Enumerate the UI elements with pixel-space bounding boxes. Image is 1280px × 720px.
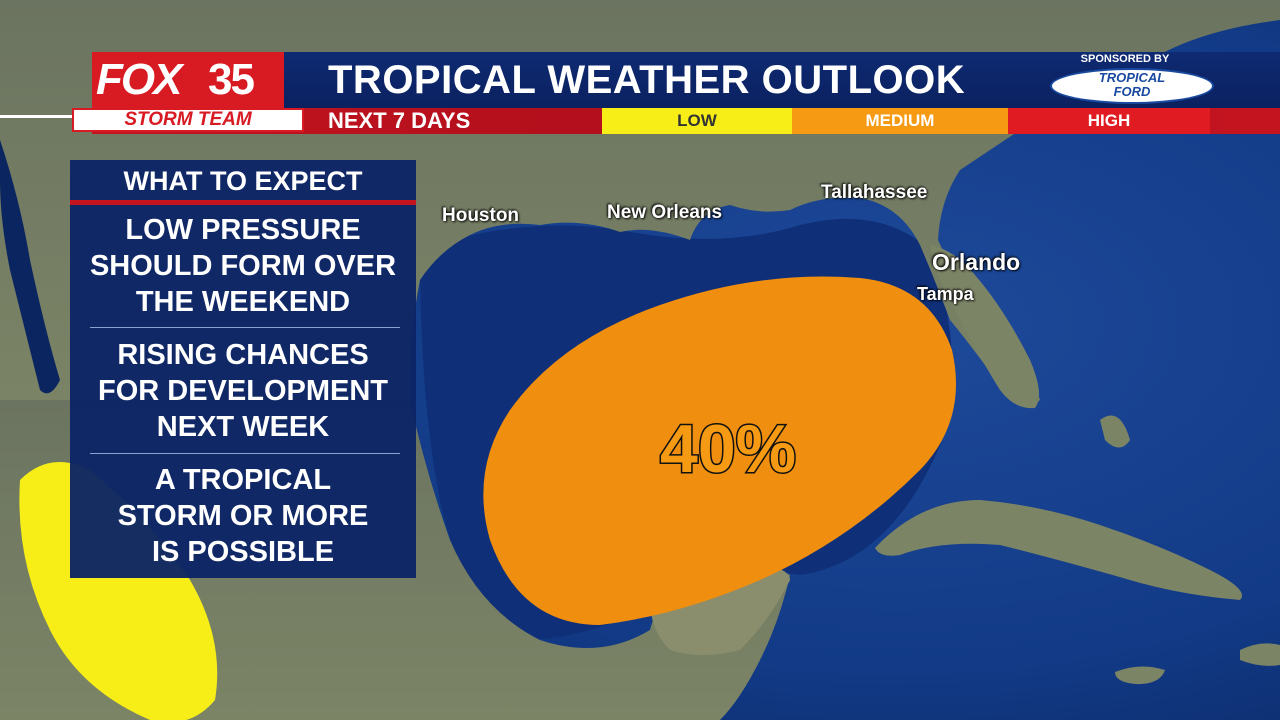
bahamas-land [1100, 415, 1130, 448]
expectations-panel [70, 160, 416, 578]
expectation-item: LOW PRESSURE SHOULD FORM OVER THE WEEKEN… [70, 212, 416, 320]
sponsor-name: TROPICAL FORD [1050, 71, 1214, 99]
development-probability: 40% [658, 410, 797, 489]
risk-legend-low: LOW [602, 108, 792, 134]
jamaica-land [1115, 666, 1165, 685]
expectation-item: RISING CHANCES FOR DEVELOPMENT NEXT WEEK [70, 337, 416, 445]
expectation-line: FOR DEVELOPMENT [97, 375, 388, 407]
city-label-new-orleans: New Orleans [607, 202, 723, 223]
page-title: TROPICAL WEATHER OUTLOOK [328, 58, 966, 102]
expectation-item: A TROPICAL STORM OR MORE IS POSSIBLE [70, 462, 416, 570]
expectation-line: SHOULD FORM OVER [89, 250, 397, 282]
expectation-line: A TROPICAL [154, 464, 332, 496]
panel-divider [90, 327, 400, 328]
sponsor-logo [1050, 68, 1214, 104]
station-logo [92, 52, 284, 108]
sponsor-name-line2: FORD [1113, 84, 1151, 99]
panel-divider [90, 453, 400, 454]
expectation-line: LOW PRESSURE [125, 214, 361, 246]
expectation-line: IS POSSIBLE [151, 536, 335, 568]
expectation-line: NEXT WEEK [156, 411, 330, 443]
risk-legend-high: HIGH [1008, 108, 1210, 134]
station-logo-fox: FOX [96, 55, 182, 104]
sponsor-name-line1: TROPICAL [1098, 70, 1166, 85]
expectation-line: THE WEEKEND [135, 286, 351, 318]
panel-heading-rule [70, 200, 416, 205]
outlook-period: NEXT 7 DAYS [328, 108, 471, 133]
city-label-houston: Houston [442, 205, 520, 226]
sponsor-label: SPONSORED BY [1080, 53, 1170, 65]
storm-team-badge: STORM TEAM [72, 108, 304, 132]
cuba-land [875, 500, 1242, 600]
baja-land [0, 140, 60, 394]
header-accent-line [0, 115, 92, 118]
florida-land [930, 245, 1039, 409]
city-label-tallahassee: Tallahassee [821, 182, 928, 203]
hispaniola-land [1240, 643, 1280, 666]
panel-heading: WHAT TO EXPECT [123, 166, 363, 196]
storm-team-label: STORM TEAM [124, 109, 252, 130]
city-label-orlando: Orlando [932, 249, 1021, 275]
expectation-line: STORM OR MORE [117, 500, 369, 532]
low-risk-area [19, 462, 218, 720]
medium-risk-area [483, 276, 956, 625]
risk-legend-medium: MEDIUM [792, 108, 1008, 134]
city-label-tampa: Tampa [917, 284, 974, 304]
expectation-line: RISING CHANCES [117, 339, 369, 371]
station-logo-number: 35 [208, 55, 255, 104]
